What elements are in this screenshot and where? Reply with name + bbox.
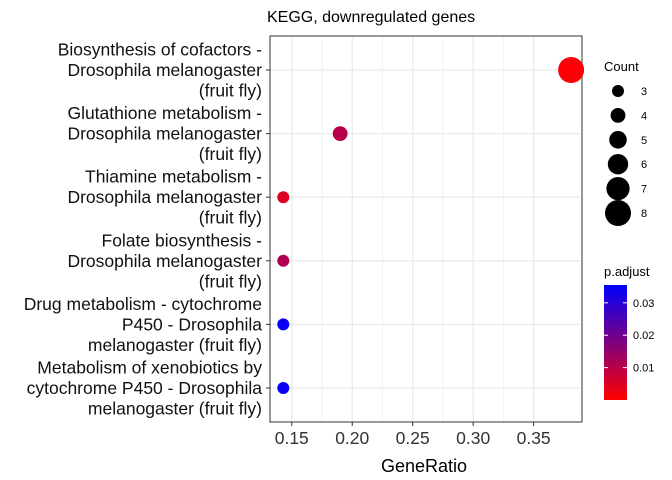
p-adjust-label: 0.02 — [633, 330, 654, 342]
panel-background — [270, 36, 582, 422]
x-axis-ticks: 0.15 0.20 0.25 0.30 0.35 — [275, 422, 551, 448]
chart-title: KEGG, downregulated genes — [267, 9, 475, 26]
count-legend-title: Count — [604, 59, 639, 74]
count-legend-key — [605, 200, 631, 226]
count-legend-key — [606, 177, 630, 201]
y-tick-label-line: (fruit fly) — [199, 208, 262, 228]
panel-border — [269, 35, 583, 423]
data-points — [277, 57, 585, 394]
count-legend-key — [609, 131, 627, 149]
count-legend-key — [607, 154, 629, 175]
y-tick-label: Folate biosynthesis -Drosophila melanoga… — [67, 230, 262, 291]
y-tick-label-line: cytochrome P450 - Drosophila — [27, 378, 263, 398]
y-tick-label-line: Drug metabolism - cytochrome — [24, 294, 262, 314]
count-legend-label: 7 — [641, 184, 647, 196]
p-adjust-colorbar — [604, 285, 627, 400]
y-tick-label-line: Drosophila melanogaster — [67, 251, 262, 271]
x-tick-label: 0.35 — [517, 428, 551, 448]
y-tick-label-line: Biosynthesis of cofactors - — [58, 40, 262, 60]
count-legend-key — [610, 108, 626, 123]
data-point — [277, 382, 290, 394]
y-tick-label: Glutathione metabolism -Drosophila melan… — [67, 103, 262, 164]
x-tick-label: 0.20 — [335, 428, 369, 448]
x-tick-label: 0.15 — [275, 428, 309, 448]
data-point — [277, 254, 290, 267]
y-tick-label-line: Drosophila melanogaster — [67, 124, 262, 144]
count-legend-label: 3 — [641, 86, 647, 98]
y-tick-label: Thiamine metabolism -Drosophila melanoga… — [67, 167, 262, 228]
count-legend: Count 3 4 5 6 7 8 — [604, 59, 647, 226]
count-legend-key — [612, 85, 624, 97]
y-tick-label-line: Metabolism of xenobiotics by — [37, 358, 262, 378]
p-adjust-label: 0.03 — [633, 298, 654, 310]
y-tick-label-line: (fruit fly) — [199, 81, 262, 101]
p-adjust-legend: p.adjust 0.01 0.02 0.03 — [604, 264, 654, 400]
y-tick-label: Biosynthesis of cofactors -Drosophila me… — [58, 40, 262, 101]
y-tick-label-line: (fruit fly) — [199, 144, 262, 164]
count-legend-label: 5 — [641, 135, 647, 147]
y-tick-label-line: Thiamine metabolism - — [85, 167, 262, 187]
count-legend-label: 8 — [641, 208, 647, 220]
y-tick-label-line: Folate biosynthesis - — [102, 230, 263, 250]
data-point — [332, 126, 348, 141]
x-tick-label: 0.25 — [396, 428, 430, 448]
p-adjust-legend-title: p.adjust — [604, 264, 650, 279]
data-point — [558, 57, 585, 83]
x-tick-label: 0.30 — [456, 428, 490, 448]
count-legend-label: 6 — [641, 159, 647, 171]
grid-lines — [270, 36, 582, 422]
x-axis-label: GeneRatio — [381, 456, 467, 476]
y-tick-label-line: (fruit fly) — [199, 271, 262, 291]
plot-panel — [269, 35, 585, 423]
data-point — [277, 318, 290, 331]
y-tick-label-line: P450 - Drosophila — [122, 314, 262, 334]
y-tick-label-line: melanogaster (fruit fly) — [88, 399, 262, 419]
y-tick-label-line: melanogaster (fruit fly) — [88, 335, 262, 355]
p-adjust-label: 0.01 — [633, 363, 654, 375]
y-axis-labels: Biosynthesis of cofactors -Drosophila me… — [24, 40, 270, 419]
data-point — [277, 191, 290, 204]
y-tick-label-line: Drosophila melanogaster — [67, 187, 262, 207]
y-tick-label-line: Glutathione metabolism - — [67, 103, 262, 123]
y-tick-label-line: Drosophila melanogaster — [67, 60, 262, 80]
count-legend-label: 4 — [641, 110, 647, 122]
